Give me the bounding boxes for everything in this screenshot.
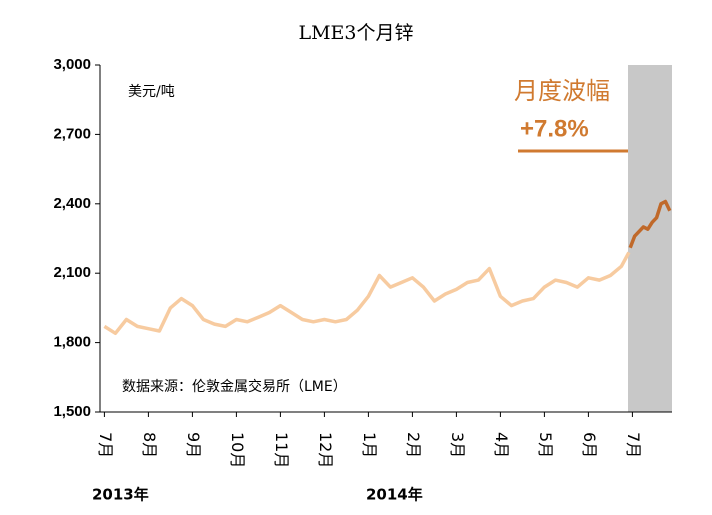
x-tick-label: 8月 — [140, 432, 159, 458]
x-tick-label: 5月 — [536, 432, 555, 458]
x-tick-label: 7月 — [624, 432, 643, 458]
x-tick-label: 12月 — [316, 432, 335, 468]
y-tick-label: 2,400 — [53, 195, 91, 212]
annotation-title: 月度波幅 — [514, 77, 610, 105]
x-tick-label: 7月 — [96, 432, 115, 458]
unit-label: 美元/吨 — [128, 84, 175, 100]
y-tick-label: 2,700 — [53, 125, 91, 142]
source-note: 数据来源：伦敦金属交易所（LME） — [122, 378, 347, 395]
chart-title: LME3个月锌 — [298, 22, 413, 44]
x-tick-label: 6月 — [580, 432, 599, 458]
annotation-value: +7.8% — [520, 115, 589, 142]
y-tick-label: 2,100 — [53, 264, 91, 281]
y-tick-label: 3,000 — [53, 56, 91, 73]
x-tick-label: 10月 — [228, 432, 247, 468]
x-tick-label: 11月 — [272, 432, 291, 468]
x-tick-label: 4月 — [492, 432, 511, 458]
x-tick-label: 9月 — [184, 432, 203, 458]
x-tick-label: 2月 — [404, 432, 423, 458]
year-label: 2014年 — [366, 486, 423, 504]
x-tick-label: 1月 — [360, 432, 379, 458]
line-series — [628, 199, 672, 249]
y-tick-label: 1,500 — [53, 403, 91, 420]
y-tick-label: 1,800 — [53, 334, 91, 351]
x-tick-label: 3月 — [448, 432, 467, 458]
year-label: 2013年 — [92, 486, 149, 504]
line-series — [103, 251, 631, 336]
